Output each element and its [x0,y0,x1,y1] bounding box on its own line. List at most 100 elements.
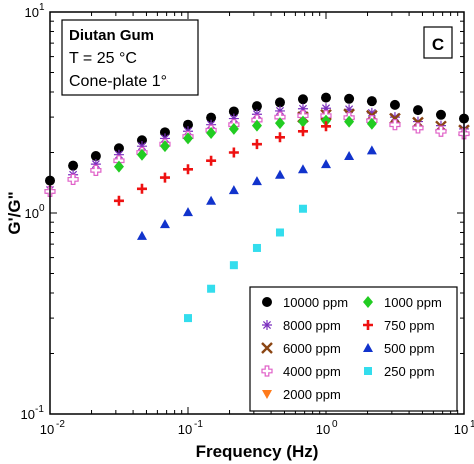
point-10000-ppm [366,96,377,107]
point-4000-ppm [412,122,424,134]
point-10000-ppm [206,112,217,123]
legend-marker-2000-ppm [262,390,272,399]
point-750-ppm [274,132,285,143]
point-500-ppm [206,195,217,205]
point-750-ppm [136,183,147,194]
x-tick-label: 10 [316,422,330,437]
legend-label-1000-ppm: 1000 ppm [384,295,442,310]
point-500-ppm [297,164,308,174]
point-1000-ppm [251,119,262,132]
point-8000-ppm [159,133,170,144]
point-1000-ppm [113,160,124,173]
point-10000-ppm [68,160,79,171]
x-tick-label-exponent: 0 [332,419,338,430]
annotation-box: Diutan Gum T = 25 °C Cone-plate 1° [61,19,199,96]
point-10000-ppm [159,127,170,138]
legend-marker-250-ppm [364,367,372,375]
point-500-ppm [344,151,355,161]
point-8000-ppm [344,104,355,115]
data-points [44,92,470,323]
x-tick-label-exponent: 1 [470,419,474,430]
annotation-geometry: Cone-plate 1° [69,73,167,90]
point-500-ppm [251,176,262,186]
point-1000-ppm [274,117,285,130]
x-tick-label: 10 [178,422,192,437]
y-axis-title: G'/G" [5,191,24,234]
legend-label-4000-ppm: 4000 ppm [283,364,341,379]
point-10000-ppm [412,105,423,116]
x-axis-title: Frequency (Hz) [196,442,319,461]
point-10000-ppm [136,135,147,146]
point-250-ppm [275,228,284,237]
point-750-ppm [251,139,262,150]
point-10000-ppm [183,119,193,130]
y-tick-label-exponent: 1 [39,2,45,13]
legend-marker-500-ppm [363,343,373,352]
y-tick-label-exponent: 0 [39,203,45,214]
point-750-ppm [159,172,170,183]
legend-marker-1000-ppm [363,296,373,308]
point-750-ppm [297,126,308,137]
x-tick-label: 10 [454,422,468,437]
point-750-ppm [113,195,124,206]
panel-label-box: C [423,26,453,59]
x-tick-label: 10 [40,422,54,437]
point-4000-ppm [435,125,447,137]
legend-border [249,286,458,412]
point-10000-ppm [389,99,400,110]
point-6000-ppm [389,112,401,125]
point-8000-ppm [228,113,239,124]
point-8000-ppm [297,103,308,114]
point-8000-ppm [90,159,101,170]
point-8000-ppm [366,107,377,118]
point-500-ppm [274,169,285,179]
annotation-border [61,19,199,96]
point-8000-ppm [136,141,147,152]
point-4000-ppm [389,119,401,131]
point-4000-ppm [67,173,79,185]
point-1000-ppm [206,127,217,140]
point-10000-ppm [274,97,285,108]
point-8000-ppm [321,103,331,114]
point-10000-ppm [228,106,239,117]
y-tick-label: 10 [25,5,39,20]
point-1000-ppm [136,148,147,161]
point-1000-ppm [228,122,239,135]
legend-marker-6000-ppm [261,342,273,354]
point-750-ppm [321,121,331,132]
point-10000-ppm [251,101,262,112]
legend-label-750-ppm: 750 ppm [384,318,435,333]
panel-label-border [423,26,453,59]
y-tick-label: 10 [21,407,35,422]
legend-marker-10000-ppm [262,297,272,307]
legend-label-500-ppm: 500 ppm [384,341,435,356]
x-tick-label-exponent: -1 [194,419,203,430]
point-500-ppm [321,159,331,169]
point-8000-ppm [274,105,285,116]
legend-label-10000-ppm: 10000 ppm [283,295,348,310]
plot-frame [49,11,465,415]
point-750-ppm [183,164,193,175]
legend-label-250-ppm: 250 ppm [384,364,435,379]
point-10000-ppm [435,109,446,120]
y-tick-label-exponent: -1 [35,404,44,415]
panel-label: C [432,35,444,54]
point-10000-ppm [113,143,124,154]
point-1000-ppm [344,115,355,128]
point-1000-ppm [297,115,308,128]
point-10000-ppm [90,151,101,162]
point-250-ppm [207,284,216,293]
annotation-temperature: T = 25 °C [69,50,137,67]
point-10000-ppm [297,94,308,105]
point-8000-ppm [251,109,262,120]
point-4000-ppm [90,164,102,176]
tick-labels: 10 -2 10 -1 10 0 10 110 -110 010 1 [21,2,474,437]
point-500-ppm [183,207,193,217]
legend-marker-8000-ppm [262,320,272,330]
legend-marker-750-ppm [363,320,373,330]
point-250-ppm [252,243,261,252]
point-1000-ppm [183,132,193,145]
legend: 10000 ppm 8000 ppm 6000 ppm 4000 ppm 2000 pp… [249,286,458,412]
legend-label-8000-ppm: 8000 ppm [283,318,341,333]
